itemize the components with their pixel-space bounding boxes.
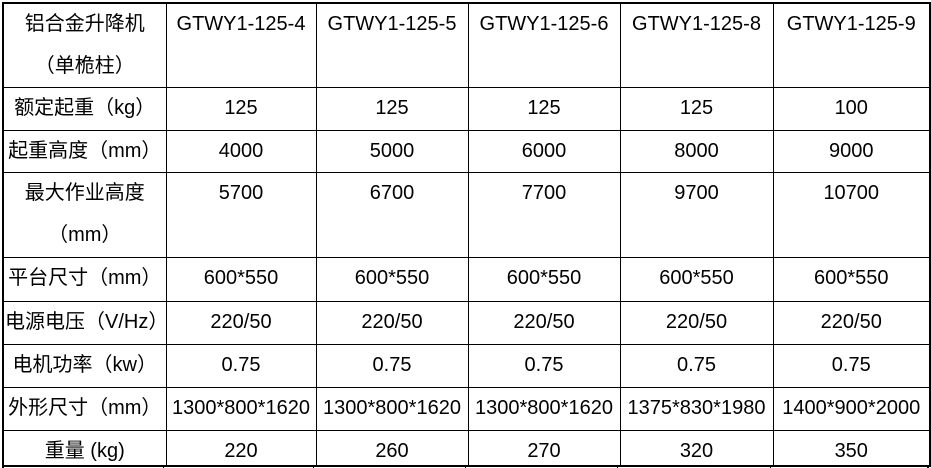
spec-value-cell: 0.75: [315, 344, 469, 388]
spec-value-cell: 0.75: [467, 344, 621, 388]
model-header-cell: GTWY1-125-9: [772, 2, 931, 88]
spec-label-cell: 电源电压（V/Hz）: [2, 301, 167, 345]
spec-value-cell: 7700: [467, 172, 621, 258]
spec-value-cell: 125: [315, 87, 469, 131]
header-row: 铝合金升降机 （单桅柱） GTWY1-125-4 GTWY1-125-5 GTW…: [2, 2, 931, 88]
model-header-cell: GTWY1-125-5: [315, 2, 469, 88]
table-row-motor-power: 电机功率（kw） 0.75 0.75 0.75 0.75 0.75: [2, 344, 931, 388]
product-name-line1: 铝合金升降机: [24, 13, 145, 35]
spec-value-cell: 270: [467, 430, 621, 467]
spec-value-cell: 5000: [315, 130, 469, 173]
spec-value-cell: 220/50: [619, 301, 774, 345]
spec-value-cell: 0.75: [772, 344, 931, 388]
spec-label-cell: 起重高度（mm）: [2, 130, 167, 173]
table-row-lift-height: 起重高度（mm） 4000 5000 6000 8000 9000: [2, 130, 931, 173]
model-header-cell: GTWY1-125-6: [467, 2, 621, 88]
model-header-cell: GTWY1-125-8: [619, 2, 774, 88]
spec-value-cell: 1300*800*1620: [165, 387, 317, 431]
spec-value-cell: 100: [772, 87, 931, 131]
spec-label-cell: 重量 (kg): [2, 430, 167, 467]
spec-label-cell: 电机功率（kw）: [2, 344, 167, 388]
spec-value-cell: 600*550: [619, 257, 774, 302]
spec-value-cell: 350: [772, 430, 931, 467]
spec-value-cell: 220/50: [467, 301, 621, 345]
spec-label-line2: （mm）: [48, 224, 122, 246]
spec-value-cell: 9000: [772, 130, 931, 173]
spec-label-cell: 最大作业高度 （mm）: [2, 172, 167, 258]
table-row-max-working-height: 最大作业高度 （mm） 5700 6700 7700 9700 10700: [2, 172, 931, 258]
spec-label-cell: 外形尺寸（mm）: [2, 387, 167, 431]
spec-value-cell: 6000: [467, 130, 621, 173]
spec-value-cell: 600*550: [467, 257, 621, 302]
spec-value-cell: 0.75: [619, 344, 774, 388]
table-row-platform-size: 平台尺寸（mm） 600*550 600*550 600*550 600*550…: [2, 257, 931, 302]
spec-label-line1: 最大作业高度: [24, 182, 145, 204]
spec-value-cell: 220/50: [315, 301, 469, 345]
spec-value-cell: 125: [165, 87, 317, 131]
spec-value-cell: 5700: [165, 172, 317, 258]
spec-value-cell: 125: [467, 87, 621, 131]
spec-value-cell: 1300*800*1620: [467, 387, 621, 431]
spec-value-cell: 320: [619, 430, 774, 467]
table-row-rated-load: 额定起重（kg） 125 125 125 125 100: [2, 87, 931, 131]
spec-value-cell: 600*550: [772, 257, 931, 302]
table-row-weight: 重量 (kg) 220 260 270 320 350: [2, 430, 931, 467]
spec-value-cell: 600*550: [165, 257, 317, 302]
table-row-power-voltage: 电源电压（V/Hz） 220/50 220/50 220/50 220/50 2…: [2, 301, 931, 345]
spec-label-cell: 平台尺寸（mm）: [2, 257, 167, 302]
product-name-line2: （单桅柱）: [34, 55, 135, 77]
spec-value-cell: 220/50: [772, 301, 931, 345]
spec-value-cell: 1300*800*1620: [315, 387, 469, 431]
spec-value-cell: 1400*900*2000: [772, 387, 931, 431]
spec-value-cell: 600*550: [315, 257, 469, 302]
spec-label-cell: 额定起重（kg）: [2, 87, 167, 131]
spec-value-cell: 6700: [315, 172, 469, 258]
model-header-cell: GTWY1-125-4: [165, 2, 317, 88]
spec-value-cell: 10700: [772, 172, 931, 258]
spec-value-cell: 4000: [165, 130, 317, 173]
spec-value-cell: 220: [165, 430, 317, 467]
table-row-overall-size: 外形尺寸（mm） 1300*800*1620 1300*800*1620 130…: [2, 387, 931, 431]
spec-value-cell: 260: [315, 430, 469, 467]
spec-value-cell: 125: [619, 87, 774, 131]
spec-value-cell: 220/50: [165, 301, 317, 345]
product-name-cell: 铝合金升降机 （单桅柱）: [2, 2, 167, 88]
spec-value-cell: 0.75: [165, 344, 317, 388]
spec-value-cell: 1375*830*1980: [619, 387, 774, 431]
spec-value-cell: 9700: [619, 172, 774, 258]
spec-value-cell: 8000: [619, 130, 774, 173]
